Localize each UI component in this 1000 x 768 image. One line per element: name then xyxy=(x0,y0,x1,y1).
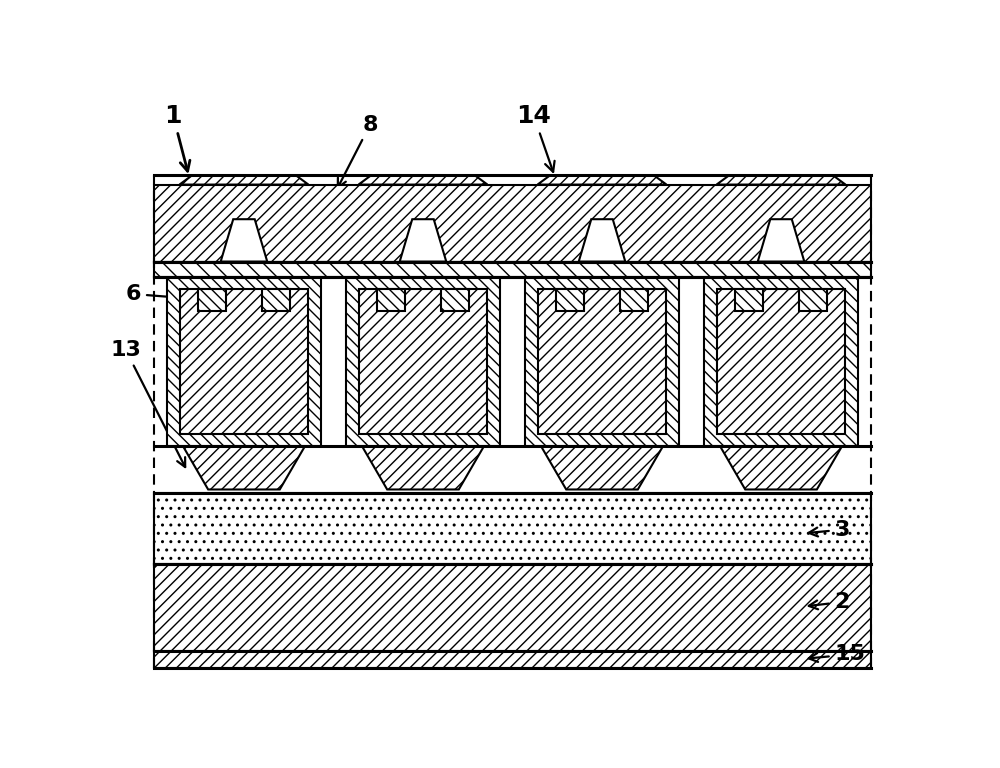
Text: 2: 2 xyxy=(809,592,850,612)
Text: 3: 3 xyxy=(809,520,850,540)
Polygon shape xyxy=(362,446,484,489)
Polygon shape xyxy=(180,175,308,184)
Polygon shape xyxy=(717,290,845,434)
Bar xyxy=(154,651,871,668)
Text: 9: 9 xyxy=(491,184,519,241)
Polygon shape xyxy=(525,277,679,446)
Polygon shape xyxy=(183,446,305,489)
Polygon shape xyxy=(758,219,804,262)
Polygon shape xyxy=(400,219,446,262)
Polygon shape xyxy=(579,219,625,262)
Bar xyxy=(154,277,871,492)
Polygon shape xyxy=(359,175,487,184)
Polygon shape xyxy=(541,446,663,489)
Polygon shape xyxy=(377,290,405,311)
Polygon shape xyxy=(538,175,666,184)
Polygon shape xyxy=(704,277,858,446)
Polygon shape xyxy=(717,175,845,184)
Text: 14: 14 xyxy=(516,104,555,172)
Text: 8: 8 xyxy=(338,114,378,187)
Polygon shape xyxy=(262,290,290,311)
Polygon shape xyxy=(735,290,763,311)
Text: 7: 7 xyxy=(809,252,850,272)
Polygon shape xyxy=(799,290,827,311)
Bar xyxy=(154,262,871,277)
Polygon shape xyxy=(346,277,500,446)
Polygon shape xyxy=(221,219,267,262)
Text: 15: 15 xyxy=(809,644,865,664)
Text: 13: 13 xyxy=(110,340,185,467)
Polygon shape xyxy=(167,277,321,446)
Bar xyxy=(154,492,871,564)
Text: 16: 16 xyxy=(810,206,865,230)
Polygon shape xyxy=(359,290,487,434)
Bar xyxy=(154,564,871,651)
Text: 1: 1 xyxy=(164,104,190,171)
Polygon shape xyxy=(720,446,842,489)
Text: 5: 5 xyxy=(809,283,850,303)
Polygon shape xyxy=(556,290,584,311)
Polygon shape xyxy=(620,290,648,311)
Polygon shape xyxy=(441,290,469,311)
Polygon shape xyxy=(538,290,666,434)
Polygon shape xyxy=(198,290,226,311)
Bar xyxy=(154,184,871,262)
Polygon shape xyxy=(180,290,308,434)
Text: 6: 6 xyxy=(126,284,185,304)
